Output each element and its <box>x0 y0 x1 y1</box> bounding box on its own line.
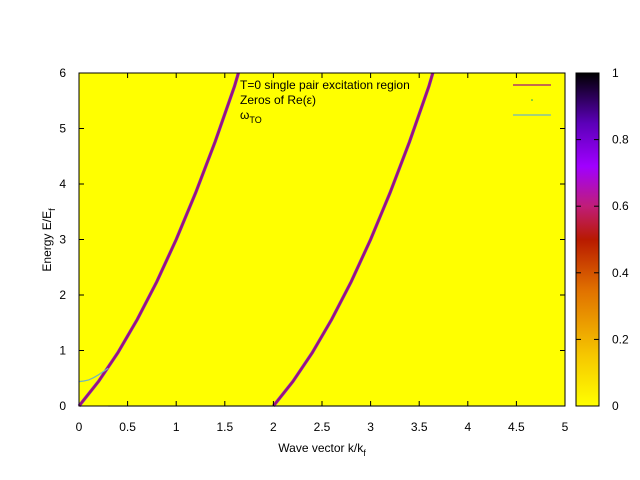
x-axis-ticks: 0 0.5 1 1.5 2 2.5 3 3.5 4 4.5 5 <box>76 73 569 434</box>
x-tick-label: 3.5 <box>411 420 428 434</box>
x-tick-label: 0.5 <box>119 420 136 434</box>
legend-label: ωTO <box>240 108 262 125</box>
y-tick-label: 1 <box>59 344 66 358</box>
y-tick-label: 0 <box>59 399 66 413</box>
x-tick-label: 2.5 <box>314 420 331 434</box>
colorbar-tick-label: 0.6 <box>612 199 629 213</box>
y-tick-label: 4 <box>59 177 66 191</box>
legend-label: Zeros of Re(ε) <box>240 93 316 107</box>
y-tick-label: 6 <box>59 66 66 80</box>
series-line <box>78 367 109 383</box>
x-tick-label: 4 <box>464 420 471 434</box>
x-tick-label: 0 <box>76 420 83 434</box>
x-tick-label: 5 <box>562 420 569 434</box>
colorbar-tick-label: 1 <box>612 66 619 80</box>
x-tick-label: 1.5 <box>216 420 233 434</box>
series-line <box>272 72 434 407</box>
series-line <box>78 72 240 407</box>
colorbar-tick-label: 0 <box>612 399 619 413</box>
x-tick-label: 1 <box>173 420 180 434</box>
x-tick-label: 4.5 <box>508 420 525 434</box>
x-tick-label: 2 <box>270 420 277 434</box>
x-tick-label: 3 <box>367 420 374 434</box>
y-axis-label: Energy E/Ef <box>40 208 57 272</box>
heatmap-background <box>79 73 565 406</box>
y-tick-label: 3 <box>59 233 66 247</box>
colorbar-tick-label: 0.4 <box>612 266 629 280</box>
colorbar-ticks: 0 0.2 0.4 0.6 0.8 1 <box>576 66 629 413</box>
colorbar-tick-label: 0.2 <box>612 332 629 346</box>
x-axis-label: Wave vector k/kf <box>278 441 366 458</box>
colorbar-tick-label: 0.8 <box>612 133 629 147</box>
legend-swatch <box>531 99 533 101</box>
legend-label: T=0 single pair excitation region <box>240 78 410 92</box>
y-axis-ticks: 0 1 2 3 4 5 6 <box>59 66 565 413</box>
y-tick-label: 2 <box>59 288 66 302</box>
y-tick-label: 5 <box>59 122 66 136</box>
colorbar <box>575 72 600 407</box>
